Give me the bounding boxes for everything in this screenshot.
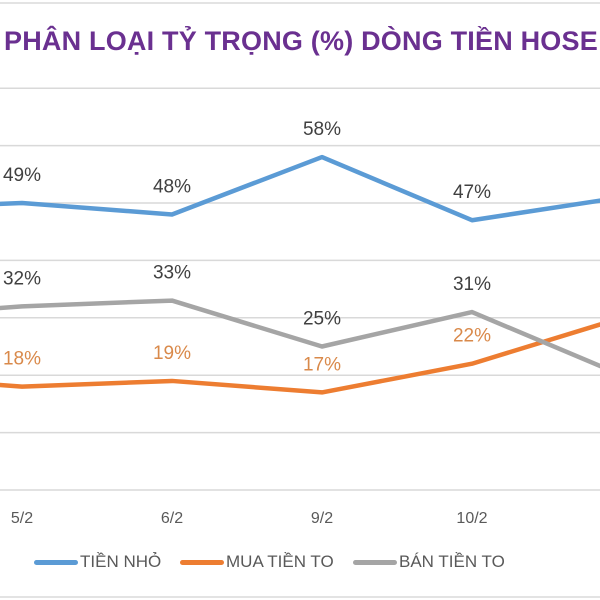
- gridlines: [0, 87, 600, 491]
- legend-item-tien-nho[interactable]: TIỀN NHỎ: [34, 552, 161, 572]
- data-label-tien-nho: 47%: [453, 182, 491, 203]
- series-line-tien-nho: [0, 154, 600, 223]
- x-tick-label: 6/2: [161, 510, 183, 527]
- x-axis-tick-labels: 5/2 6/2 9/2 10/2: [11, 510, 488, 527]
- chart-frame-top-border: [0, 2, 600, 4]
- data-label-ban-tien-to: 32%: [3, 268, 41, 289]
- x-tick-label: 5/2: [11, 510, 33, 527]
- legend-swatch-ban-tien-to: [353, 559, 397, 565]
- data-label-mua-tien-to: 17%: [303, 354, 341, 375]
- x-tick-label: 10/2: [456, 510, 487, 527]
- legend-item-ban-tien-to[interactable]: BÁN TIỀN TO: [353, 552, 505, 572]
- legend-swatch-tien-nho: [34, 559, 78, 565]
- legend-label: BÁN TIỀN TO: [399, 552, 505, 571]
- legend-label: MUA TIỀN TO: [226, 552, 334, 571]
- series-line-ban-tien-to: [0, 298, 600, 369]
- chart-frame-bottom-border: [0, 596, 600, 598]
- chart-legend: TIỀN NHỎ MUA TIỀN TO BÁN TIỀN TO: [0, 552, 600, 580]
- data-label-mua-tien-to: 22%: [453, 326, 491, 347]
- legend-label: TIỀN NHỎ: [80, 552, 162, 571]
- data-label-ban-tien-to: 31%: [453, 274, 491, 295]
- data-label-ban-tien-to: 33%: [153, 263, 191, 284]
- data-label-tien-nho: 48%: [153, 176, 191, 197]
- chart-title: PHÂN LOẠI TỶ TRỌNG (%) DÒNG TIỀN HOSE: [4, 26, 598, 56]
- legend-item-mua-tien-to[interactable]: MUA TIỀN TO: [180, 552, 334, 572]
- series-line-mua-tien-to: [0, 322, 600, 395]
- x-tick-label: 9/2: [311, 510, 333, 527]
- data-labels: 49% 48% 58% 47% 18% 19% 17% 22% 32% 33% 25% 31%: [3, 119, 491, 375]
- legend-swatch-mua-tien-to: [180, 559, 224, 565]
- data-label-mua-tien-to: 18%: [3, 349, 41, 370]
- series-lines: [0, 154, 600, 395]
- data-label-mua-tien-to: 19%: [153, 343, 191, 364]
- data-label-tien-nho: 49%: [3, 165, 41, 186]
- data-label-tien-nho: 58%: [303, 119, 341, 140]
- data-label-ban-tien-to: 25%: [303, 309, 341, 330]
